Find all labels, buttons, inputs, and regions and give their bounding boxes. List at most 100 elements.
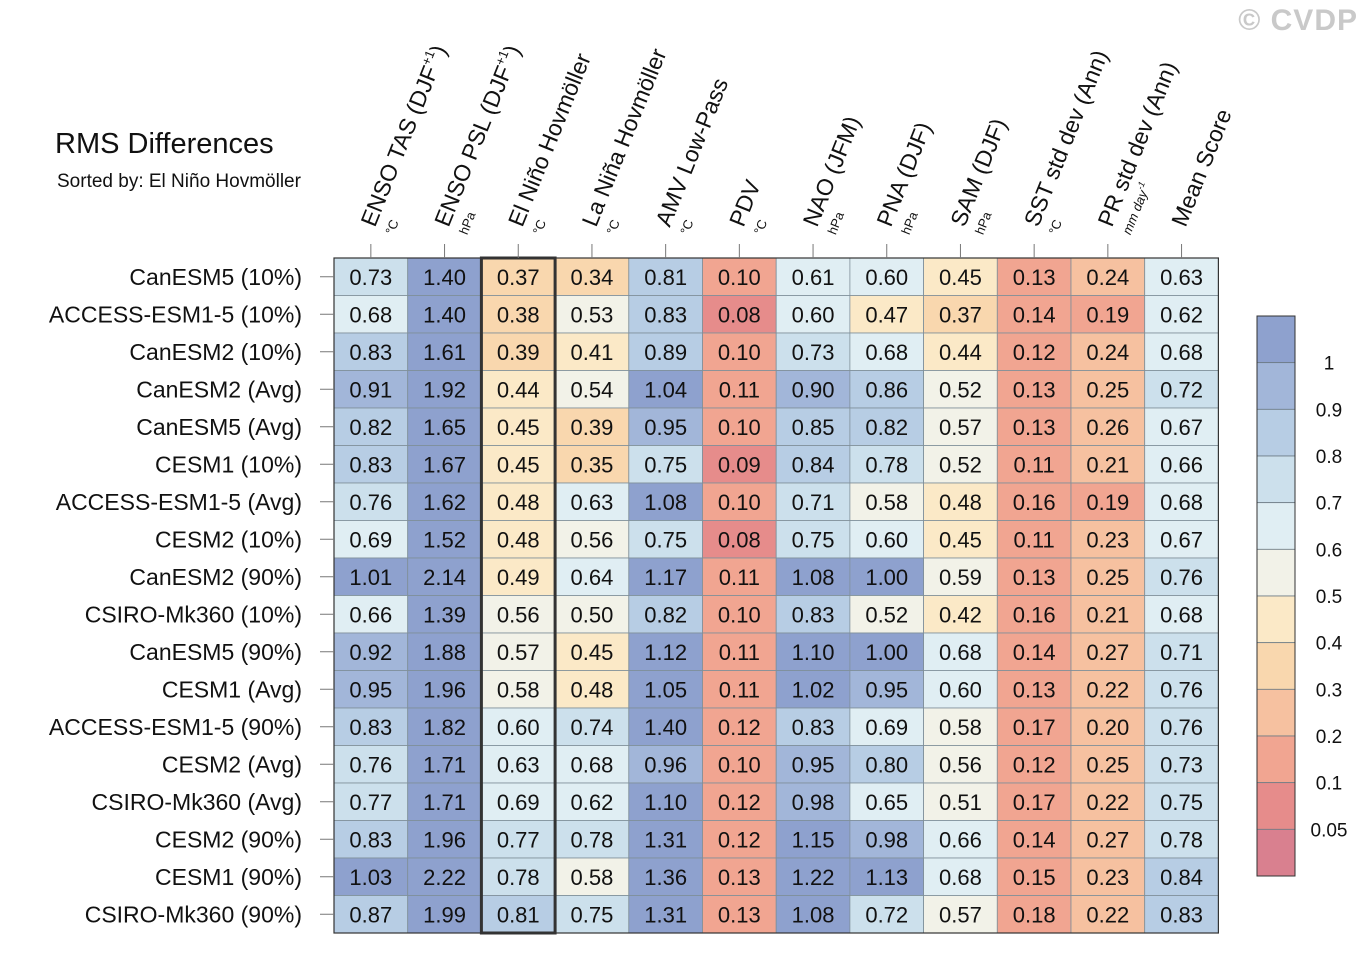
- cell-value-label: 0.25: [1086, 377, 1129, 402]
- heatmap-cell: [1070, 445, 1146, 484]
- cell-value-label: 0.78: [571, 827, 614, 852]
- heatmap-cell: [1070, 295, 1146, 334]
- heatmap-cell: [702, 745, 777, 784]
- cell-value-label: 0.69: [865, 715, 908, 740]
- colorbar-segment: [1256, 828, 1296, 877]
- cell-value-label: 1.05: [644, 677, 687, 702]
- cell-value-label: 0.08: [718, 527, 761, 552]
- heatmap-cell: [554, 895, 630, 934]
- heatmap-cell: [1144, 557, 1219, 596]
- cell-value-label: 0.48: [497, 490, 540, 515]
- row-label: CanESM2 (Avg): [136, 376, 302, 402]
- heatmap-cell: [333, 295, 409, 334]
- heatmap-cell: [1144, 895, 1219, 934]
- row-label: CSIRO-Mk360 (90%): [85, 901, 302, 927]
- heatmap-cell: [554, 595, 630, 634]
- cell-value-label: 0.92: [349, 640, 392, 665]
- heatmap-cell: [849, 745, 925, 784]
- cell-value-label: 0.58: [497, 677, 540, 702]
- cell-value-label: 1.39: [423, 602, 466, 627]
- heatmap-cell: [996, 445, 1072, 484]
- heatmap-cell: [923, 895, 998, 934]
- heatmap-cell: [923, 670, 998, 709]
- cell-value-label: 0.24: [1086, 340, 1129, 365]
- cell-value-label: 0.73: [349, 265, 392, 290]
- cell-value-label: 0.60: [497, 715, 540, 740]
- cell-value-label: 1.17: [644, 565, 687, 590]
- heatmap-cell: [1144, 632, 1219, 671]
- heatmap-cell: [702, 895, 777, 934]
- cell-value-label: 0.51: [939, 790, 982, 815]
- heatmap-cell: [775, 295, 851, 334]
- cell-value-label: 0.19: [1086, 490, 1129, 515]
- cell-value-label: 1.00: [865, 640, 908, 665]
- cell-value-label: 0.10: [718, 265, 761, 290]
- column-unit: °C: [382, 217, 401, 236]
- cell-value-label: 0.58: [939, 715, 982, 740]
- cell-value-label: 0.68: [939, 640, 982, 665]
- cell-value-label: 0.45: [497, 415, 540, 440]
- colorbar-segment: [1256, 642, 1296, 690]
- cell-value-label: 1.02: [792, 677, 835, 702]
- cell-value-label: 0.50: [571, 602, 614, 627]
- cell-value-label: 0.84: [1160, 865, 1203, 890]
- heatmap-cell: [628, 857, 703, 896]
- row-label: CanESM5 (Avg): [136, 414, 302, 440]
- cell-value-label: 0.11: [719, 377, 760, 402]
- heatmap-cell: [333, 895, 409, 934]
- heatmap-cell: [333, 782, 409, 821]
- heatmap-cell: [849, 895, 925, 934]
- cell-value-label: 0.64: [571, 565, 614, 590]
- column-unit: °C: [603, 217, 622, 236]
- cell-value-label: 0.57: [939, 415, 982, 440]
- cell-value-label: 0.76: [1160, 715, 1203, 740]
- cell-value-label: 1.65: [423, 415, 466, 440]
- heatmap-cell: [923, 445, 998, 484]
- row-label: CESM2 (10%): [155, 526, 302, 552]
- cell-value-label: 0.08: [718, 302, 761, 327]
- cell-value-label: 0.23: [1086, 527, 1129, 552]
- cell-value-label: 0.90: [792, 377, 835, 402]
- cell-value-label: 0.11: [719, 640, 760, 665]
- cell-value-label: 0.09: [718, 452, 761, 477]
- heatmap-cell: [996, 857, 1072, 896]
- heatmap-cell: [628, 482, 703, 521]
- heatmap-cell: [996, 557, 1072, 596]
- heatmap-cell: [996, 482, 1072, 521]
- row-label: CSIRO-Mk360 (10%): [85, 601, 302, 627]
- cell-value-label: 0.10: [718, 490, 761, 515]
- heatmap-cell: [554, 407, 630, 446]
- cell-value-label: 0.95: [349, 677, 392, 702]
- cell-value-label: 1.22: [792, 865, 835, 890]
- colorbar-tick-label: 0.5: [1316, 587, 1342, 608]
- heatmap-cell: [702, 332, 777, 371]
- heatmap-cell: [702, 295, 777, 334]
- cell-value-label: 0.96: [644, 752, 687, 777]
- cell-value-label: 0.95: [644, 415, 687, 440]
- column-unit: °C: [1046, 217, 1065, 236]
- svg-text:PNA (DJF): PNA (DJF): [871, 118, 936, 230]
- cell-value-label: 0.53: [571, 302, 614, 327]
- heatmap-cell: [849, 407, 925, 446]
- cell-value-label: 0.76: [349, 752, 392, 777]
- colorbar-segment: [1256, 455, 1296, 504]
- heatmap-cell: [407, 745, 482, 784]
- heatmap-cell: [333, 707, 409, 746]
- heatmap-cell: [849, 820, 925, 859]
- cell-value-label: 1.08: [792, 565, 835, 590]
- cell-value-label: 0.87: [349, 902, 392, 927]
- heatmap-cell: [923, 482, 998, 521]
- heatmap-cell: [996, 370, 1072, 409]
- cell-value-label: 0.16: [1013, 602, 1056, 627]
- cell-value-label: 0.57: [939, 902, 982, 927]
- cell-value-label: 0.14: [1013, 302, 1056, 327]
- cell-value-label: 0.68: [571, 752, 614, 777]
- heatmap-cell: [996, 332, 1072, 371]
- heatmap-cell: [849, 257, 925, 296]
- cell-value-label: 0.34: [571, 265, 614, 290]
- cell-value-label: 0.60: [792, 302, 835, 327]
- colorbar-tick-label: 0.4: [1316, 634, 1343, 655]
- heatmap-cell: [333, 557, 409, 596]
- heatmap-cell: [702, 820, 777, 859]
- cell-value-label: 0.25: [1086, 752, 1129, 777]
